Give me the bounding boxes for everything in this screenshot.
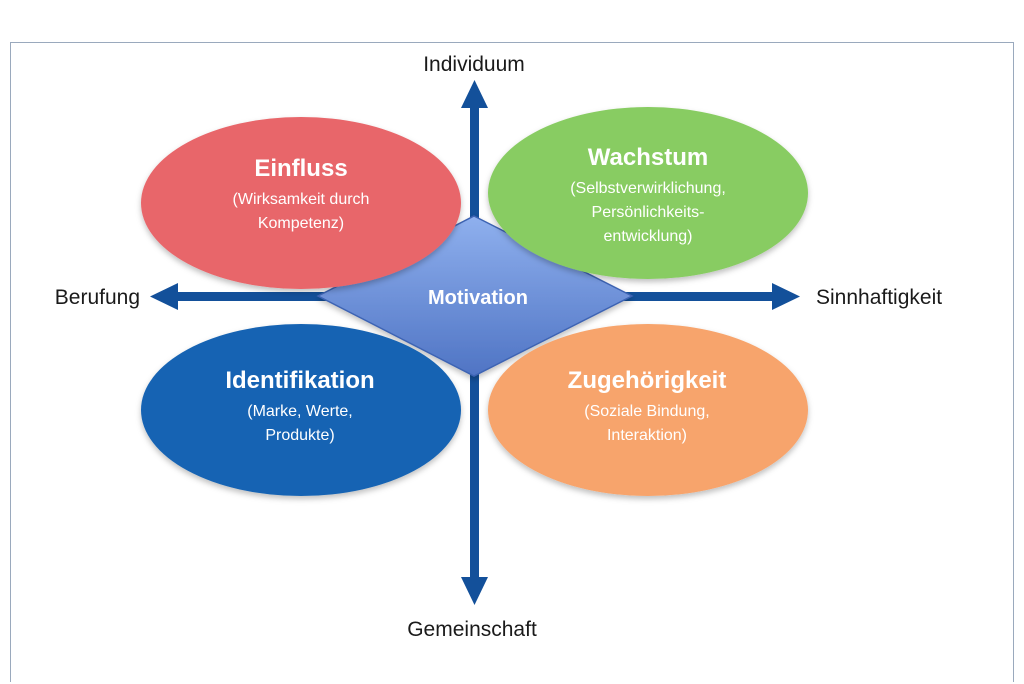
quadrant-einfluss-text: Einfluss (Wirksamkeit durch Kompetenz) [233, 155, 370, 232]
arrow-right-head [772, 283, 800, 310]
wachstum-title: Wachstum [588, 144, 708, 171]
ellipse-wachstum [488, 107, 808, 279]
identifikation-line-2: Produkte) [265, 427, 334, 444]
quadrant-wachstum-text: Wachstum (Selbstverwirklichung, Persönli… [570, 144, 726, 245]
identifikation-title: Identifikation [225, 367, 374, 394]
zugehoerigkeit-line-1: (Soziale Bindung, [584, 403, 709, 420]
wachstum-line-3: entwicklung) [604, 228, 693, 245]
zugehoerigkeit-line-2: Interaktion) [607, 427, 687, 444]
arrow-up-head [461, 80, 488, 108]
quadrant-identifikation-text: Identifikation (Marke, Werte, Produkte) [225, 367, 374, 444]
axis-label-top: Individuum [423, 53, 525, 76]
axis-label-left: Berufung [55, 286, 140, 309]
einfluss-line-1: (Wirksamkeit durch [233, 191, 370, 208]
center-label: Motivation [428, 287, 528, 309]
zugehoerigkeit-title: Zugehörigkeit [568, 367, 727, 394]
wachstum-line-1: (Selbstverwirklichung, [570, 180, 726, 197]
arrow-left-head [150, 283, 178, 310]
arrow-down-head [461, 577, 488, 605]
axis-label-bottom: Gemeinschaft [407, 618, 537, 641]
einfluss-line-2: Kompetenz) [258, 215, 344, 232]
ellipse-identifikation [141, 324, 461, 496]
wachstum-line-2: Persönlichkeits- [592, 204, 705, 221]
ellipse-einfluss [141, 117, 461, 289]
axis-label-right: Sinnhaftigkeit [816, 286, 942, 309]
identifikation-line-1: (Marke, Werte, [247, 403, 353, 420]
quadrant-zugehoerigkeit-text: Zugehörigkeit (Soziale Bindung, Interakt… [568, 367, 727, 444]
ellipse-zugehoerigkeit [488, 324, 808, 496]
einfluss-title: Einfluss [254, 155, 347, 182]
